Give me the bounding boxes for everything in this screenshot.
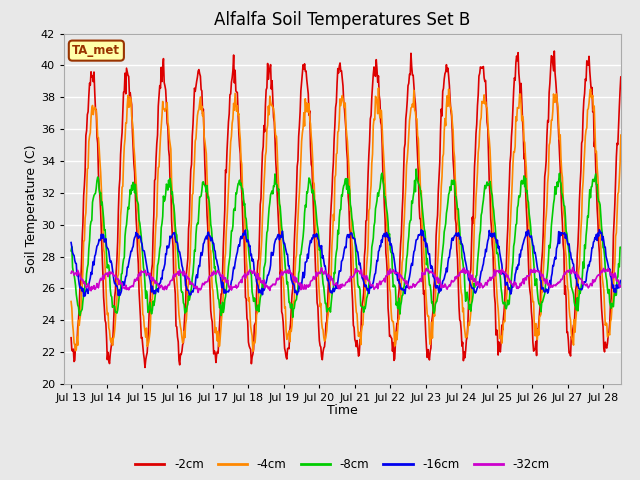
- Legend: -2cm, -4cm, -8cm, -16cm, -32cm: -2cm, -4cm, -8cm, -16cm, -32cm: [130, 454, 555, 476]
- Title: Alfalfa Soil Temperatures Set B: Alfalfa Soil Temperatures Set B: [214, 11, 470, 29]
- X-axis label: Time: Time: [327, 405, 358, 418]
- Text: TA_met: TA_met: [72, 44, 120, 57]
- Y-axis label: Soil Temperature (C): Soil Temperature (C): [25, 144, 38, 273]
